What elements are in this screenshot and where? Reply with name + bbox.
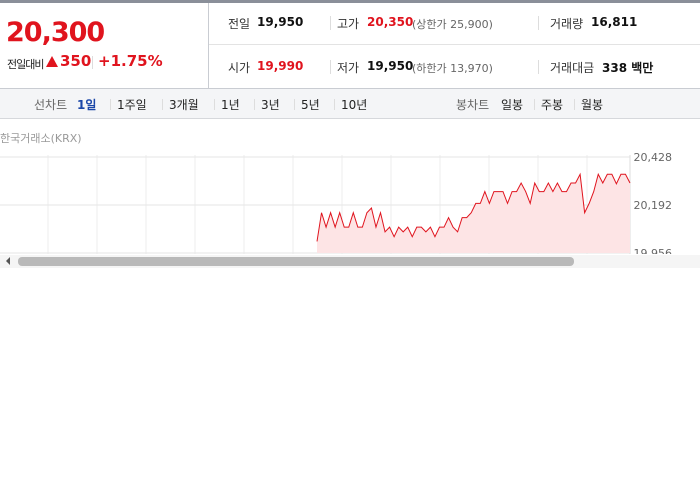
period-tab[interactable]: 5년 [301, 98, 320, 112]
period-tab[interactable]: 일봉 [501, 98, 524, 112]
stat-label: 고가 [337, 17, 360, 31]
divider [574, 99, 575, 110]
scrollbar-thumb[interactable] [18, 257, 574, 266]
stat-value: 20,350 [367, 15, 414, 29]
scroll-left-arrow[interactable] [6, 257, 10, 265]
divider [208, 3, 209, 88]
stat-label: 거래량 [550, 17, 584, 31]
price-line [316, 172, 631, 242]
stat-value: 16,811 [591, 15, 638, 29]
period-tab[interactable]: 3년 [261, 98, 280, 112]
stat-note: (상한가 25,900) [412, 18, 493, 31]
period-tab[interactable]: 1주일 [117, 98, 147, 112]
stat-label: 시가 [228, 61, 251, 75]
summary-panel [0, 3, 700, 89]
y-tick-label: 20,192 [634, 199, 673, 212]
stat-note: (하한가 13,970) [412, 62, 493, 75]
divider [330, 16, 331, 30]
divider [110, 99, 111, 110]
divider [214, 99, 215, 110]
area [317, 174, 630, 253]
change: 350 [60, 52, 92, 70]
divider [162, 99, 163, 110]
tab-group-label: 봉차트 [456, 98, 490, 112]
divider [534, 99, 535, 110]
tab-group-label: 선차트 [34, 98, 68, 112]
divider [209, 44, 700, 45]
stat-value: 19,950 [367, 59, 414, 73]
stat-value: 19,950 [257, 15, 304, 29]
change-rate: +1.75% [98, 52, 163, 70]
plot [0, 155, 631, 254]
period-tab[interactable]: 1년 [221, 98, 240, 112]
period-tab[interactable]: 1일 [77, 98, 97, 112]
y-tick-label: 20,428 [634, 151, 673, 164]
current-price: 20,300 [6, 17, 105, 48]
up-icon [46, 56, 58, 67]
y-tick-label: 19,956 [634, 247, 673, 260]
divider [334, 99, 335, 110]
change-label: 전일대비 [7, 58, 44, 71]
divider [254, 99, 255, 110]
stat-value: 338 백만 [602, 61, 654, 75]
period-tab[interactable]: 주봉 [541, 98, 564, 112]
divider [294, 99, 295, 110]
tab-bar [0, 89, 700, 119]
period-tab[interactable]: 10년 [341, 98, 368, 112]
period-tab[interactable]: 3개월 [169, 98, 199, 112]
top-border [0, 0, 700, 3]
stat-value: 19,990 [257, 59, 304, 73]
period-tab[interactable]: 월봉 [581, 98, 604, 112]
stat-label: 전일 [228, 17, 251, 31]
divider [330, 60, 331, 74]
divider [538, 60, 539, 74]
stat-label: 거래대금 [550, 61, 595, 75]
stat-label: 저가 [337, 61, 360, 75]
divider [92, 56, 93, 69]
divider [538, 16, 539, 30]
source: 한국거래소(KRX) [0, 132, 82, 145]
